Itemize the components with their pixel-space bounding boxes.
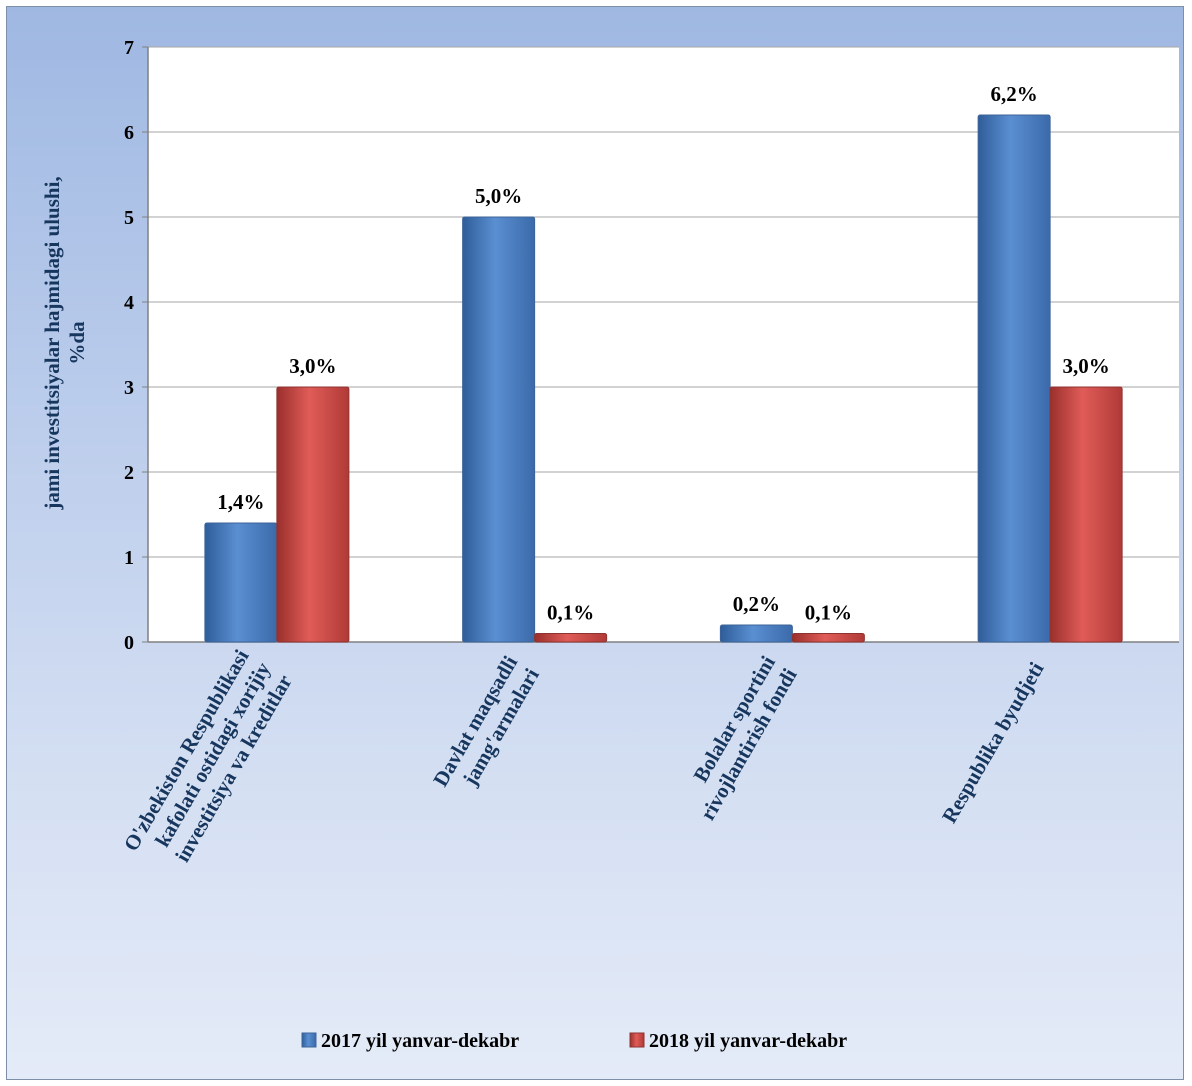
bar-chart: 0 1 2 3 4 5 6 7 jami investitsiyalar hajmidagi u… [40, 37, 1179, 1052]
data-label: 0,2% [733, 592, 780, 616]
legend-label-2017: 2017 yil yanvar-dekabr [321, 1030, 519, 1052]
bar-2018 [534, 633, 608, 643]
y-tick-label: 5 [124, 207, 134, 229]
bar-2017 [462, 216, 536, 643]
legend-swatch-2017 [301, 1032, 317, 1048]
category-label-line: Respublika byudjeti [937, 658, 1049, 827]
y-tick-label: 1 [124, 547, 134, 569]
bar-2017 [719, 624, 793, 643]
data-label: 5,0% [475, 184, 522, 208]
y-tick-label: 4 [124, 292, 134, 314]
y-tick-label: 7 [124, 37, 134, 59]
bar-2018 [791, 633, 865, 643]
data-label: 1,4% [217, 490, 264, 514]
bar-2017 [204, 522, 278, 643]
chart-frame: 0 1 2 3 4 5 6 7 jami investitsiyalar hajmidagi u… [6, 6, 1184, 1080]
y-tick-label: 3 [124, 377, 134, 399]
data-label: 3,0% [1063, 354, 1110, 378]
legend-swatch-2018 [629, 1032, 645, 1048]
bar-2017 [977, 114, 1051, 643]
bar-2018 [1049, 386, 1123, 643]
data-label: 0,1% [547, 601, 594, 625]
data-label: 0,1% [805, 601, 852, 625]
data-label: 6,2% [991, 82, 1038, 106]
data-label: 3,0% [289, 354, 336, 378]
legend-label-2018: 2018 yil yanvar-dekabr [649, 1030, 847, 1052]
y-tick-label: 0 [124, 632, 134, 654]
y-tick-label: 2 [124, 462, 134, 484]
y-axis-title-line2: %da [65, 321, 89, 365]
bar-2018 [276, 386, 350, 643]
category-label-4: Respublika byudjeti [937, 658, 1049, 827]
y-tick-label: 6 [124, 122, 134, 144]
y-axis-title: jami investitsiyalar hajmidagi ulushi, [40, 176, 64, 510]
